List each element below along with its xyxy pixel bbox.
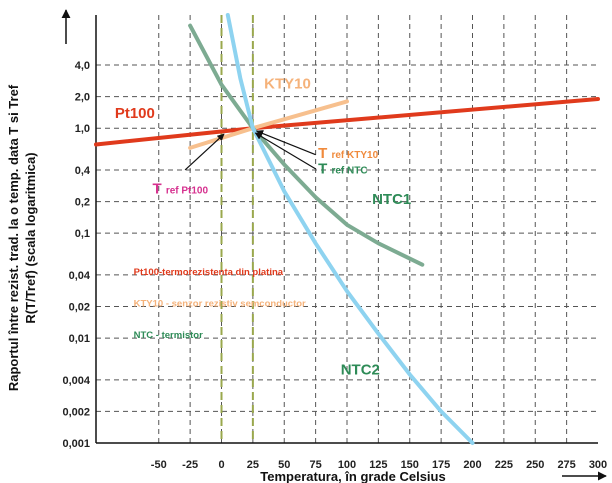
y-tick-label: 0,2	[75, 197, 90, 209]
annotation-arrow	[254, 132, 316, 170]
x-tick-label: 25	[247, 459, 259, 471]
x-tick-label: -25	[182, 459, 198, 471]
x-tick-label: 250	[526, 459, 544, 471]
axes	[61, 9, 607, 481]
y-tick-label: 0,02	[69, 301, 90, 313]
x-tick-label: -50	[151, 459, 167, 471]
y-tick-label: 4,0	[75, 60, 90, 72]
x-tick-label: 225	[495, 459, 513, 471]
legend-note: KTY10 - senzor rezistiv semconductor	[134, 298, 306, 309]
x-tick-label: 50	[278, 459, 290, 471]
x-tick-label: 125	[369, 459, 387, 471]
y-tick-label: 0,001	[62, 438, 90, 450]
y-tick-label: 0,1	[75, 228, 90, 240]
y-axis-label-secondary: R(T/Tref) (scala logaritmica)	[23, 152, 38, 323]
y-tick-label: 0,4	[75, 165, 91, 177]
x-tick-label: 150	[401, 459, 419, 471]
x-tick-label: 200	[463, 459, 481, 471]
y-tick-label: 0,002	[62, 406, 90, 418]
legend-note: Pt100-termorezistenta din platina	[134, 267, 284, 278]
x-tick-label: 275	[557, 459, 575, 471]
y-tick-label: 0,004	[62, 375, 90, 387]
series-line-ntc2	[225, 13, 475, 445]
series-line-ntc1	[188, 23, 425, 267]
x-tick-label: 175	[432, 459, 450, 471]
series-label-ntc1: NTC1	[372, 191, 411, 208]
annotation-arrow	[255, 130, 316, 156]
annotation-tref: T ref NTC	[318, 161, 367, 178]
reference-lines	[220, 15, 254, 443]
series-label-pt100: Pt100	[115, 105, 155, 122]
x-tick-label: 300	[589, 459, 607, 471]
y-tick-label: 0,04	[69, 270, 91, 282]
x-tick-label: 100	[338, 459, 356, 471]
y-tick-label: 1,0	[75, 123, 90, 135]
annotation-tref: T ref KTY10	[318, 145, 378, 162]
x-tick-label: 75	[310, 459, 322, 471]
x-axis-label: Temperatura, în grade Celsius	[260, 469, 445, 483]
series	[94, 13, 600, 445]
legend-note: NTC - termistor	[134, 330, 203, 341]
series-label-ntc2: NTC2	[341, 361, 380, 378]
annotation-tref: T ref Pt100	[152, 180, 208, 197]
labels: Pt100 KTY10 NTC1 NTC2 Pt100-termorezistenta …	[115, 75, 411, 378]
series-label-kty10: KTY10	[264, 75, 311, 92]
annotation-arrow	[184, 133, 225, 171]
ticks: 4,0 2,0 1,0 0,4 0,2 0,1 0,04 0,02 0,01 0,004 0,002…	[62, 60, 607, 471]
y-axis-label: Raportul între rezist. trad. la o temp. …	[6, 84, 21, 391]
y-tick-label: 0,01	[69, 333, 90, 345]
x-tick-label: 0	[218, 459, 224, 471]
y-tick-label: 2,0	[75, 92, 90, 104]
grid	[96, 15, 598, 443]
